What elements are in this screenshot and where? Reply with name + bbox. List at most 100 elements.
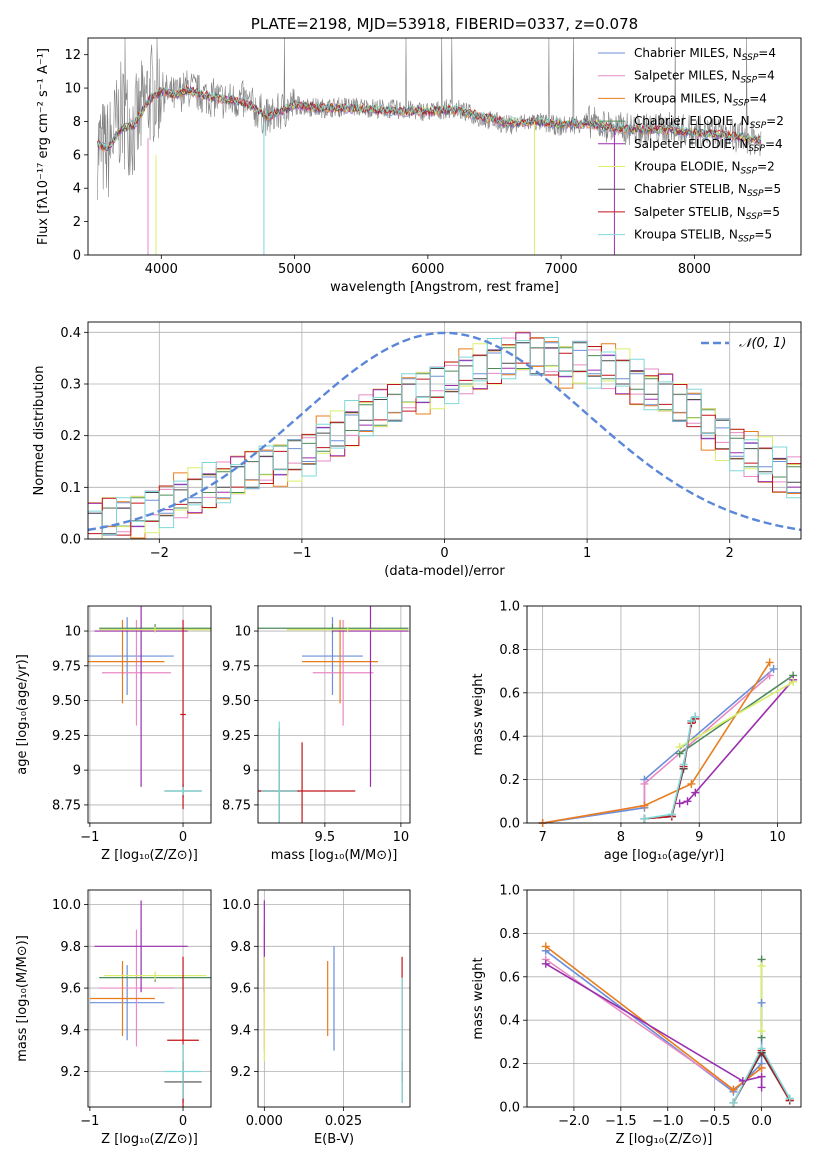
axes-frame (87, 605, 212, 824)
y-tick-label: 0.1 (60, 481, 81, 496)
histogram-chabrier-elodie (88, 347, 801, 539)
x-tick-label: 8000 (678, 262, 711, 277)
data-point (687, 779, 696, 788)
y-tick-label: 8 (73, 115, 81, 130)
x-tick-label: 2 (726, 546, 734, 561)
x-tick-label: −1.5 (605, 1114, 637, 1129)
data-point (757, 961, 766, 970)
data-point (729, 1098, 738, 1107)
y-tick-label: 0.0 (499, 1101, 520, 1116)
panel-mass-Z: −1 0 9.2 9.4 9.6 9.8 10.0 Z [log₁₀(Z/Z⊙)] mass [… (15, 889, 212, 1147)
y-tick-label: 9.4 (60, 1023, 81, 1038)
data-point (757, 1027, 766, 1036)
y-tick-label: 10.0 (222, 898, 251, 913)
x-axis-label: Z [log₁₀(Z/Z⊙)] (616, 1132, 713, 1147)
y-tick-label: 1.0 (499, 884, 520, 899)
x-axis-label: age [log₁₀(age/yr)] (604, 848, 725, 863)
panel-mass-EBV: 0.000 0.025 9.2 9.4 9.6 9.8 10.0 E(B-V) (222, 889, 411, 1147)
y-tick-label: 9.75 (222, 659, 251, 674)
x-tick-label: −1 (292, 546, 311, 561)
x-axis-label: Z [log₁₀(Z/Z⊙)] (101, 1132, 198, 1147)
y-tick-label: 9.6 (230, 982, 251, 997)
x-tick-label: −1.0 (652, 1114, 684, 1129)
y-tick-label: 12 (64, 48, 81, 63)
y-tick-label: 9.50 (222, 694, 251, 709)
axes-frame (87, 321, 802, 540)
y-tick-label: 9.75 (52, 659, 81, 674)
y-tick-label: 10 (64, 625, 81, 640)
data-point (757, 998, 766, 1007)
data-point (675, 799, 684, 808)
y-tick-label: 0.2 (60, 429, 81, 444)
chart-title: PLATE=2198, MJD=53918, FIBERID=0337, z=0… (251, 15, 638, 33)
plot-area (258, 606, 409, 823)
series-salpeter-miles (545, 958, 763, 1091)
axes-frame (87, 889, 212, 1108)
legend: 𝒩(0, 1) (701, 336, 786, 351)
y-tick-label: 9.2 (60, 1065, 81, 1080)
x-tick-label: 7 (539, 830, 547, 845)
data-point (691, 788, 700, 797)
axes-frame (526, 889, 802, 1108)
y-axis-label: mass weight (471, 957, 486, 1039)
y-axis-label: age [log₁₀(age/yr)] (15, 654, 30, 775)
x-tick-label: 5000 (278, 262, 311, 277)
data-point (687, 717, 696, 726)
panel-mass-weight-age: 7 8 9 10 0.0 0.2 0.4 0.6 0.8 1.0 age [log₁₀(age/yr… (471, 600, 802, 863)
y-tick-label: 9.6 (60, 982, 81, 997)
series-kroupa-miles (545, 945, 763, 1091)
y-axis-label: mass [log₁₀(M/M⊙)] (15, 935, 30, 1062)
y-tick-label: 2 (73, 215, 81, 230)
x-tick-label: 7000 (545, 262, 578, 277)
y-tick-label: 4 (73, 182, 81, 197)
y-tick-label: 10 (234, 625, 251, 640)
data-point (729, 1085, 738, 1094)
x-axis-label: Z [log₁₀(Z/Z⊙)] (101, 848, 198, 863)
axes-frame (257, 605, 411, 824)
axes-frame (87, 37, 802, 256)
y-tick-label: 0.4 (60, 326, 81, 341)
x-axis-label: (data-model)/error (384, 564, 505, 579)
y-tick-label: 9.2 (230, 1065, 251, 1080)
axes-frame (526, 605, 802, 824)
y-tick-label: 0.8 (499, 927, 520, 942)
x-tick-label: 8 (617, 830, 625, 845)
legend-label: Kroupa ELODIE, NSSP=2 (634, 160, 775, 177)
y-tick-label: 9 (243, 764, 251, 779)
model-spectrum-kroupa-stelib (96, 86, 762, 151)
data-point (640, 801, 649, 810)
data-point (541, 959, 550, 968)
x-tick-label: 6000 (411, 262, 444, 277)
data-point (769, 664, 778, 673)
x-tick-label: 10 (769, 830, 786, 845)
legend-label: Chabrier ELODIE, NSSP=2 (634, 114, 784, 131)
y-tick-label: 0.8 (499, 643, 520, 658)
y-tick-label: 0.4 (499, 1014, 520, 1029)
legend-label: 𝒩(0, 1) (739, 336, 786, 351)
plot-area (89, 900, 211, 1107)
data-point (667, 810, 676, 819)
x-tick-label: −1 (80, 830, 99, 845)
x-tick-label: 0 (179, 830, 187, 845)
y-tick-label: 9.25 (222, 729, 251, 744)
x-tick-label: 9.5 (315, 830, 336, 845)
y-tick-label: 0.2 (499, 1057, 520, 1072)
plot-area (263, 900, 403, 1103)
data-point (541, 942, 550, 951)
y-tick-label: 0 (73, 249, 81, 264)
data-point (757, 1072, 766, 1081)
legend: Chabrier MILES, NSSP=4 Salpeter MILES, NS… (598, 46, 784, 245)
x-tick-label: 0 (179, 1114, 187, 1129)
data-point (765, 658, 774, 667)
data-point (679, 760, 688, 769)
y-tick-label: 0.2 (499, 773, 520, 788)
x-tick-label: 4000 (145, 262, 178, 277)
y-axis-label: Flux [fλ10⁻¹⁷ erg cm⁻² s⁻¹ A⁻¹] (36, 48, 51, 245)
y-axis-label: mass weight (471, 673, 486, 755)
x-tick-label: 10 (393, 830, 410, 845)
data-point (738, 1076, 747, 1085)
y-tick-label: 9.8 (230, 940, 251, 955)
y-tick-label: 0.4 (499, 730, 520, 745)
panel-spectrum: 4000 5000 6000 7000 8000 0 2 4 6 8 10 12 wavelength … (36, 15, 802, 295)
